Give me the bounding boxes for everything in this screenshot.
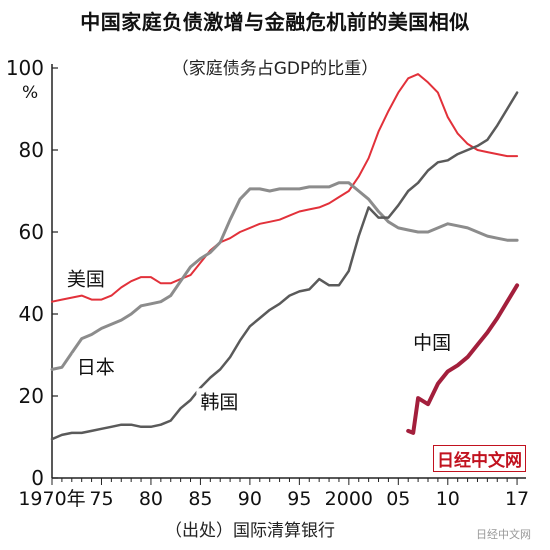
series-label-bg xyxy=(72,353,121,380)
x-tick-label: 95 xyxy=(287,488,311,510)
y-tick-label: 100 xyxy=(6,56,44,80)
y-tick-label: 60 xyxy=(19,220,44,244)
x-tick-label: 2000 xyxy=(325,488,373,510)
y-tick-label: 0 xyxy=(31,466,44,490)
source-note: （出处）国际清算银行 xyxy=(165,521,335,541)
series-line-美国 xyxy=(51,73,519,303)
series-label-bg xyxy=(62,265,111,292)
chart-title: 中国家庭负债激增与金融危机前的美国相似 xyxy=(80,10,470,34)
x-tick-label: 75 xyxy=(89,488,113,510)
series-label-bg xyxy=(196,388,245,415)
series-label: 美国 xyxy=(67,268,105,290)
watermark-logo: 日经中文网 xyxy=(433,445,526,472)
series-label-bg xyxy=(409,328,458,355)
y-tick-label: 20 xyxy=(19,384,44,408)
x-tick-label: 85 xyxy=(188,488,212,510)
y-unit-label: % xyxy=(22,83,38,103)
y-tick-label: 80 xyxy=(19,138,44,162)
series-line-日本 xyxy=(50,181,519,371)
series-line-韩国 xyxy=(50,91,519,441)
x-tick-label: 17 xyxy=(505,488,529,510)
series-label: 韩国 xyxy=(200,391,238,413)
chart-axes: 0 20 40 60 80 100% 1970年 75 80 85 90 95 2000 05 10 17 xyxy=(6,56,529,510)
x-tick-label: 05 xyxy=(386,488,410,510)
series-line-中国 xyxy=(406,283,520,435)
x-tick-label: 90 xyxy=(238,488,262,510)
x-tick-label: 10 xyxy=(436,488,460,510)
y-tick-label: 40 xyxy=(19,302,44,326)
chart-subtitle: （家庭债务占GDP的比重） xyxy=(171,59,379,79)
series-label: 中国 xyxy=(413,332,451,354)
corner-watermark: 日经中文网 xyxy=(476,528,531,541)
series-label: 日本 xyxy=(77,356,115,378)
series-layer xyxy=(50,73,520,441)
x-tick-label: 80 xyxy=(139,488,163,510)
x-tick-label: 1970年 xyxy=(18,488,85,510)
